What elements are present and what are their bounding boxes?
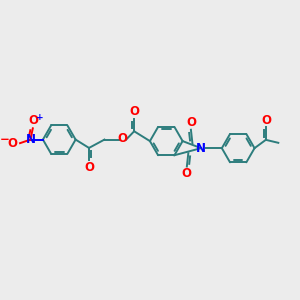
Text: O: O — [130, 106, 140, 118]
Text: O: O — [118, 132, 128, 145]
Text: O: O — [261, 114, 272, 127]
Text: +: + — [35, 113, 43, 122]
Text: −: − — [0, 133, 10, 146]
Text: N: N — [196, 142, 206, 155]
Text: N: N — [26, 133, 35, 146]
Text: O: O — [29, 114, 39, 128]
Text: O: O — [182, 167, 192, 180]
Text: O: O — [84, 161, 94, 174]
Text: O: O — [7, 137, 17, 150]
Text: O: O — [186, 116, 196, 129]
